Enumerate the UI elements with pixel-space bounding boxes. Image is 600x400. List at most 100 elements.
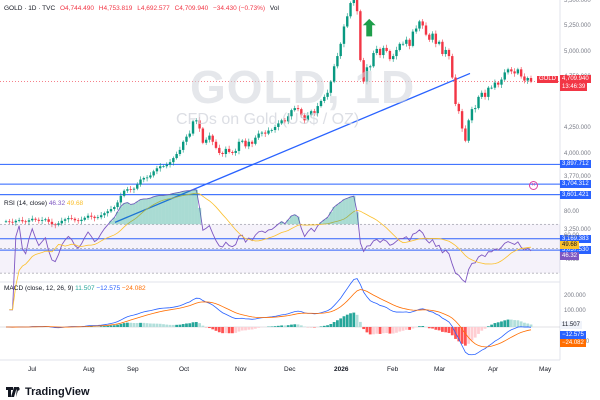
candle-body — [493, 82, 497, 88]
candle-body — [516, 69, 520, 74]
candle-body — [359, 11, 362, 61]
x-axis-label: 2026 — [334, 366, 349, 373]
price-axis-label: 5,250.000 — [564, 23, 591, 29]
macd-hist-value: 11.507 — [75, 285, 95, 292]
last-price-symbol: GOLD — [539, 75, 557, 82]
candle-body — [152, 171, 155, 176]
x-axis-label: Apr — [488, 366, 499, 373]
candle-body — [342, 26, 346, 44]
candle-body — [519, 69, 523, 77]
candle-body — [382, 47, 385, 56]
change-value: −34.430 (−0.73%) — [213, 5, 266, 12]
candle-body — [290, 110, 293, 117]
candle-body — [441, 41, 444, 55]
rsi-value-tag: 46.32 — [560, 252, 580, 261]
candle-body — [444, 49, 447, 55]
x-axis-label: Mar — [434, 366, 446, 373]
candle-body — [63, 219, 67, 221]
candle-body — [149, 175, 152, 178]
macd-axis-label: 100.000 — [564, 308, 586, 314]
candle-body — [428, 34, 431, 40]
candle-body — [526, 78, 529, 81]
candle-body — [204, 139, 208, 143]
candle-body — [73, 218, 77, 221]
candle-body — [4, 221, 8, 223]
candles — [4, 0, 533, 229]
candle-body — [434, 33, 438, 44]
crosshair-icon[interactable]: ✕ — [529, 181, 538, 190]
macd-line-value: −12.575 — [96, 285, 121, 292]
candle-body — [241, 140, 244, 142]
level-label[interactable]: 3,704.312 — [560, 180, 591, 189]
tradingview-logo[interactable]: TradingView — [6, 386, 90, 398]
candle-body — [483, 92, 487, 97]
rsi-header: RSI (14, close) 46.32 49.68 — [4, 200, 83, 208]
candle-body — [221, 152, 224, 154]
candle-body — [309, 111, 313, 116]
candle-body — [11, 221, 14, 223]
candle-body — [336, 56, 339, 67]
level-label[interactable]: 3,601.421 — [560, 190, 591, 199]
rsi-ma-value: 49.68 — [66, 200, 84, 207]
candle-body — [296, 108, 300, 110]
candle-body — [159, 166, 162, 169]
candle-body — [451, 56, 454, 78]
candle-body — [60, 220, 63, 224]
candle-body — [418, 21, 421, 29]
x-axis-label: Nov — [235, 366, 247, 373]
candle-body — [211, 135, 214, 142]
candle-body — [116, 202, 119, 208]
candle-body — [237, 141, 241, 151]
candle-body — [119, 195, 123, 203]
candle-body — [47, 219, 50, 222]
candle-body — [54, 224, 57, 226]
candle-body — [264, 132, 267, 134]
candle-body — [487, 87, 490, 97]
rsi-value: 46.32 — [48, 200, 66, 207]
last-price-tag[interactable]: GOLD — [537, 75, 559, 83]
candle-body — [375, 48, 378, 54]
candle-body — [231, 151, 234, 153]
candle-body — [27, 220, 31, 222]
level-label[interactable]: 3,057.530 — [560, 246, 591, 255]
candle-body — [391, 56, 395, 60]
candle-body — [195, 120, 198, 122]
candle-body — [76, 220, 80, 222]
candle-body — [424, 25, 428, 35]
candle-body — [126, 189, 129, 191]
level-label[interactable]: 3,169.383 — [560, 234, 591, 243]
x-axis-label: May — [539, 366, 552, 373]
price-axis-label: 3,250.000 — [564, 227, 591, 233]
candle-body — [401, 43, 405, 45]
symbol-header: GOLD · 1D · TVC O4,744.490 H4,753.819 L4… — [4, 5, 282, 13]
candle-body — [113, 207, 116, 210]
candle-body — [398, 43, 401, 50]
candle-body — [31, 218, 34, 221]
candle-body — [244, 140, 247, 147]
candle-body — [109, 209, 113, 212]
brand-name: TradingView — [25, 386, 90, 398]
tradingview-logo-icon — [6, 387, 20, 397]
candle-body — [122, 190, 126, 196]
candle-body — [218, 147, 221, 153]
candle-body — [99, 215, 103, 218]
candle-body — [129, 189, 132, 190]
candle-body — [500, 79, 503, 85]
level-label[interactable]: 3,897.712 — [560, 160, 591, 169]
candle-body — [323, 96, 326, 101]
symbol-line[interactable]: GOLD · 1D · TVC — [4, 5, 56, 12]
candle-body — [283, 120, 287, 122]
rsi-axis-label: 60.00 — [564, 232, 580, 239]
candle-body — [37, 219, 41, 221]
candle-body — [17, 220, 21, 221]
candle-body — [142, 177, 146, 180]
candle-body — [247, 141, 251, 147]
candle-body — [510, 69, 513, 72]
candle-body — [106, 211, 109, 214]
candle-body — [267, 130, 270, 134]
candle-body — [227, 148, 231, 152]
candle-body — [83, 217, 86, 220]
x-axis-label: Dec — [284, 366, 296, 373]
candle-body — [293, 108, 296, 111]
